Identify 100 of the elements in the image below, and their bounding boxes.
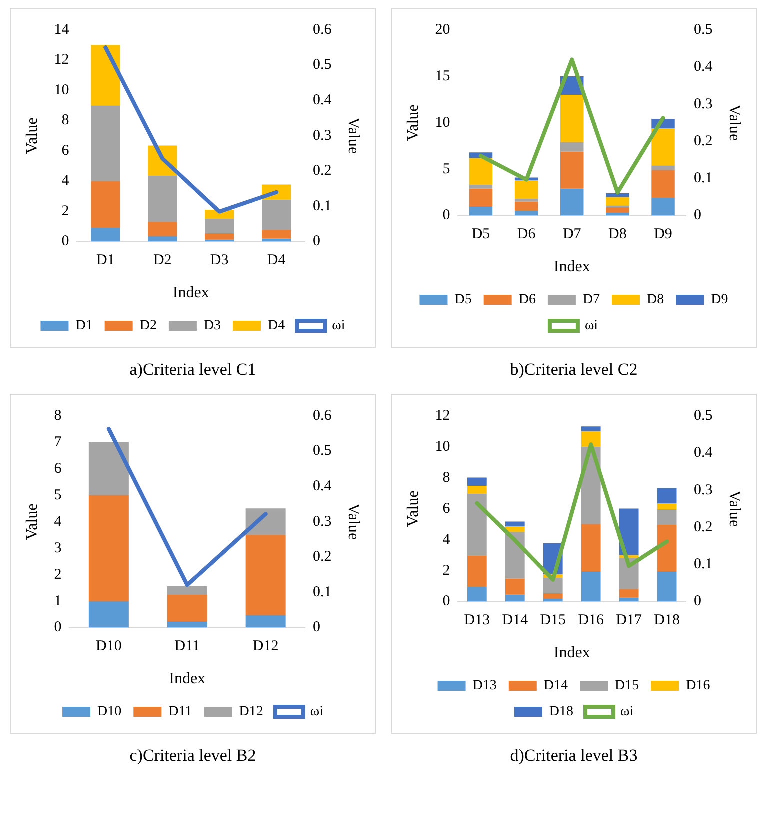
- y2-axis-title: Value: [726, 104, 744, 142]
- bar: [148, 222, 178, 236]
- bar: [469, 188, 493, 207]
- y-tick-label: 4: [62, 173, 70, 190]
- bar: [167, 586, 208, 595]
- bar: [167, 621, 208, 628]
- x-axis-title: Index: [554, 644, 590, 662]
- y-tick-label: 8: [54, 408, 62, 424]
- x-tick-label: D9: [654, 226, 672, 243]
- bar: [606, 213, 630, 216]
- bar: [657, 571, 677, 602]
- bar: [560, 95, 584, 142]
- legend-label: ωi: [584, 318, 598, 334]
- bar: [469, 206, 493, 216]
- y2-axis-title: Value: [345, 118, 362, 154]
- bar: [505, 522, 525, 527]
- bar: [560, 142, 584, 152]
- legend-label: D2: [140, 318, 157, 334]
- legend-label: D14: [544, 678, 568, 694]
- bar: [469, 185, 493, 189]
- legend-label: ωi: [310, 704, 324, 720]
- y2-tick-label: 0: [694, 594, 702, 610]
- bar: [262, 230, 292, 239]
- y2-tick-label: 0.4: [313, 478, 332, 495]
- legend-label: D11: [168, 704, 192, 720]
- legend-label: ωi: [620, 704, 634, 720]
- y2-tick-label: 0.2: [313, 549, 332, 566]
- y2-tick-label: 0: [694, 208, 702, 224]
- bar: [657, 525, 677, 572]
- y-axis-title: Value: [24, 118, 41, 154]
- legend-label: D13: [472, 678, 497, 694]
- text: b)Criteria level C2: [510, 360, 638, 380]
- y2-tick-label: 0.1: [694, 556, 713, 573]
- bar: [560, 188, 584, 216]
- legend-label: D12: [239, 704, 264, 720]
- y2-tick-label: 0.4: [694, 445, 714, 462]
- y-tick-label: 6: [54, 460, 62, 477]
- bar: [514, 202, 538, 212]
- bar: [514, 180, 538, 200]
- y2-tick-label: 0.6: [313, 408, 332, 424]
- x-axis-title: Index: [172, 284, 210, 302]
- legend-label: D18: [549, 704, 574, 720]
- bar: [88, 495, 129, 602]
- y-tick-label: 10: [54, 82, 70, 98]
- x-axis-title: Index: [554, 258, 590, 276]
- y2-tick-label: 0: [313, 620, 321, 636]
- bar: [505, 578, 525, 595]
- y2-tick-label: 0.3: [313, 128, 332, 144]
- x-tick-label: D10: [96, 638, 122, 655]
- y-tick-label: 2: [54, 566, 62, 583]
- y2-tick-label: 0.5: [313, 443, 332, 460]
- text: d)Criteria level B3: [510, 746, 638, 766]
- bar: [652, 166, 675, 170]
- y-tick-label: 6: [62, 142, 70, 159]
- bar: [657, 510, 677, 526]
- bar: [91, 181, 120, 228]
- y-tick-label: 4: [442, 532, 451, 548]
- y-axis-title: Value: [404, 104, 422, 142]
- bar: [88, 601, 129, 628]
- y-tick-label: 4: [54, 514, 62, 530]
- y-tick-label: 15: [435, 68, 450, 84]
- y-tick-label: 0: [54, 620, 62, 636]
- bar: [514, 211, 538, 216]
- y2-tick-label: 0.1: [694, 170, 713, 187]
- legend-label: D5: [454, 292, 472, 308]
- x-tick-label: D6: [517, 226, 536, 243]
- y2-tick-label: 0.2: [694, 519, 713, 536]
- bar: [543, 599, 563, 602]
- legend-label: D16: [686, 678, 710, 694]
- x-tick-label: D5: [472, 226, 490, 243]
- y-tick-label: 20: [435, 22, 450, 38]
- bar: [468, 556, 487, 588]
- y-tick-label: 0: [442, 594, 450, 610]
- y-tick-label: 10: [435, 438, 450, 455]
- bar: [205, 219, 234, 234]
- x-tick-label: D2: [153, 252, 172, 269]
- y-axis-title: Value: [24, 504, 41, 540]
- x-tick-label: D7: [562, 226, 582, 243]
- bar: [468, 478, 487, 486]
- x-tick-label: D4: [267, 252, 286, 269]
- bar: [619, 598, 639, 602]
- y2-tick-label: 0.5: [694, 22, 713, 38]
- x-tick-label: D13: [464, 612, 490, 629]
- legend-label: D15: [615, 678, 640, 694]
- text: a)Criteria level C1: [130, 360, 256, 380]
- y2-tick-label: 0.4: [694, 59, 714, 76]
- legend-label: D6: [518, 292, 536, 308]
- y-tick-label: 3: [54, 540, 62, 556]
- bar: [505, 594, 525, 602]
- y-tick-label: 1: [54, 593, 62, 610]
- x-tick-label: D3: [210, 252, 229, 269]
- bar: [205, 233, 234, 240]
- y-tick-label: 0: [62, 234, 70, 250]
- bar: [505, 526, 525, 532]
- y2-tick-label: 0.2: [694, 133, 713, 150]
- bar: [468, 587, 487, 602]
- bar: [246, 615, 286, 628]
- text: c)Criteria level B2: [130, 746, 256, 766]
- y2-axis-title: Value: [345, 504, 362, 540]
- legend-label: ωi: [332, 318, 346, 334]
